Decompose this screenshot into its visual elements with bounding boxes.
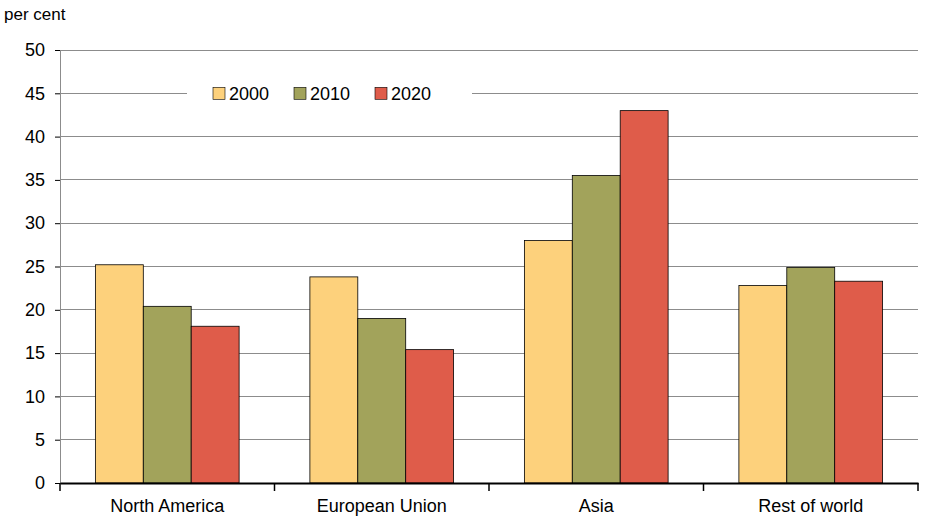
bar: [358, 318, 406, 483]
x-tick-label: North America: [110, 496, 225, 516]
y-tick-label: 50: [25, 40, 45, 60]
y-tick-mark: [55, 440, 60, 441]
bar: [787, 267, 835, 483]
y-tick-label: 15: [25, 343, 45, 363]
series: [191, 111, 882, 483]
y-tick: 30: [25, 213, 60, 233]
legend-swatch: [213, 87, 225, 99]
x-separator: [703, 483, 705, 491]
grid-line: [60, 136, 918, 137]
y-tick-mark: [55, 50, 60, 51]
bar: [524, 241, 572, 483]
y-tick: 45: [25, 84, 60, 104]
y-tick-label: 25: [25, 257, 45, 277]
bar: [739, 286, 787, 483]
y-axis-line: [55, 51, 61, 484]
x-tick-label: Asia: [579, 496, 615, 516]
grid: [60, 50, 918, 483]
y-tick-label: 35: [25, 170, 45, 190]
y-tick-mark: [55, 180, 60, 181]
y-tick: 35: [25, 170, 60, 190]
legend-label: 2000: [229, 84, 269, 104]
y-tick-label: 20: [25, 300, 45, 320]
bar: [191, 326, 239, 483]
bar: [143, 306, 191, 483]
x-separator: [274, 483, 276, 491]
y-tick-mark: [55, 93, 60, 94]
x-tick: European Union: [317, 483, 447, 516]
y-tick: 20: [25, 300, 60, 320]
y-tick: 40: [25, 127, 60, 147]
y-tick: 25: [25, 257, 60, 277]
bar: [310, 277, 358, 483]
bar: [572, 176, 620, 483]
bar: [620, 111, 668, 483]
grid-line: [60, 266, 918, 267]
y-tick-mark: [55, 137, 60, 138]
legend-swatch: [294, 87, 306, 99]
legend-entry: 2010: [294, 84, 350, 104]
chart: 0 5 10 15 20 25 30 35 40 45 50 North America Europea…: [0, 0, 952, 524]
x-separator: [917, 483, 919, 491]
legend-swatch: [375, 87, 387, 99]
grid-line: [60, 50, 918, 51]
bar: [406, 350, 454, 483]
bar: [835, 281, 883, 483]
y-axis-title: per cent: [4, 5, 66, 24]
x-separators: [60, 483, 918, 491]
x-tick-label: European Union: [317, 496, 447, 516]
legend: 2000 2010 2020: [187, 79, 472, 107]
x-separator: [59, 483, 61, 491]
y-tick-mark: [55, 353, 60, 354]
y-tick: 0: [35, 473, 60, 493]
y-tick-mark: [55, 396, 60, 397]
y-tick-mark: [55, 310, 60, 311]
bar: [95, 265, 143, 483]
bars: [95, 111, 882, 483]
x-tick: North America: [110, 483, 225, 516]
y-tick: 5: [35, 430, 60, 450]
x-axis: North America European Union Asia Rest of w…: [60, 483, 919, 516]
y-tick-label: 5: [35, 430, 45, 450]
x-tick-label: Rest of world: [758, 496, 863, 516]
legend-background: [187, 79, 472, 107]
y-tick-label: 30: [25, 213, 45, 233]
y-tick: 15: [25, 343, 60, 363]
legend-label: 2020: [391, 84, 431, 104]
grid-line: [60, 223, 918, 224]
legend-entry: 2000: [213, 84, 269, 104]
series: [143, 176, 834, 483]
y-tick-label: 10: [25, 387, 45, 407]
y-tick: 50: [25, 40, 60, 60]
y-tick-label: 40: [25, 127, 45, 147]
y-tick: 10: [25, 387, 60, 407]
legend-entry: 2020: [375, 84, 431, 104]
plot-area: 0 5 10 15 20 25 30 35 40 45 50 North America Europea…: [25, 40, 919, 516]
x-tick: Rest of world: [758, 483, 863, 516]
y-tick-mark: [55, 267, 60, 268]
y-axis: 0 5 10 15 20 25 30 35 40 45 50: [25, 40, 61, 493]
series: [95, 241, 786, 483]
x-tick: Asia: [579, 483, 615, 516]
y-tick-label: 45: [25, 84, 45, 104]
legend-label: 2010: [310, 84, 350, 104]
grid-line: [60, 179, 918, 180]
x-separator: [488, 483, 490, 491]
y-tick-label: 0: [35, 473, 45, 493]
y-tick-mark: [55, 223, 60, 224]
